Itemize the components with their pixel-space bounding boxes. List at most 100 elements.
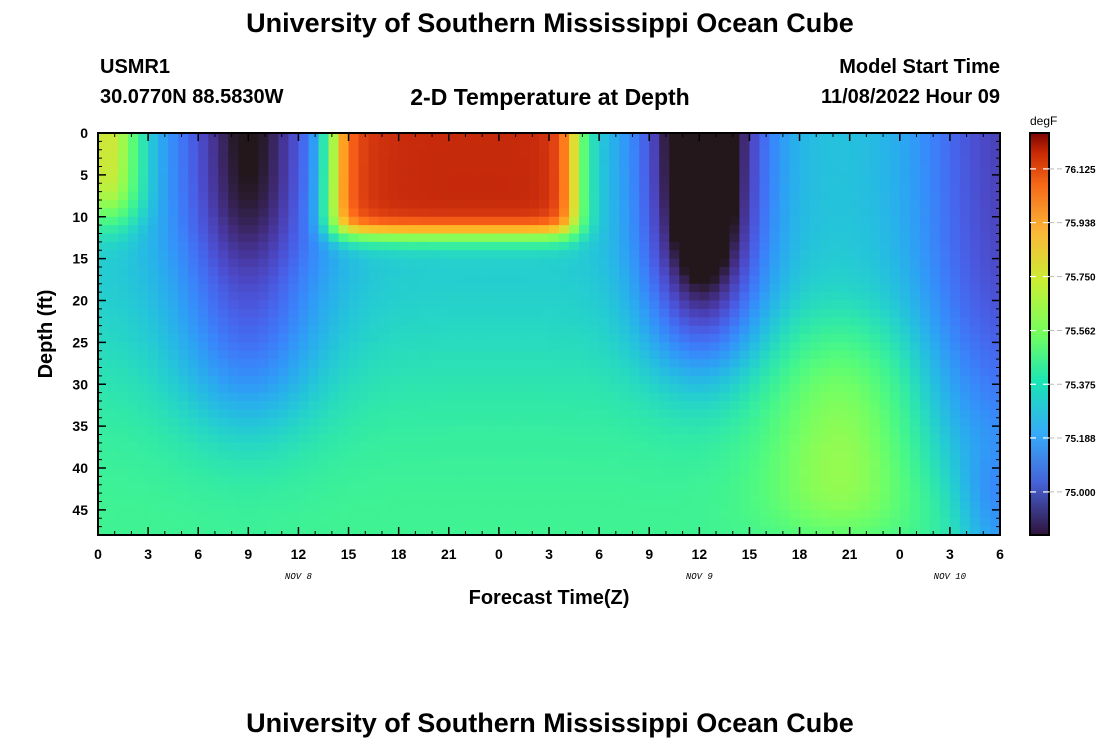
heatmap-cell	[258, 308, 269, 318]
heatmap-cell	[959, 166, 971, 176]
heatmap-cell	[338, 141, 350, 151]
heatmap-cell	[679, 342, 690, 352]
heatmap-cell	[919, 451, 931, 461]
heatmap-cell	[929, 300, 941, 310]
heatmap-cell	[749, 451, 761, 461]
heatmap-cell	[288, 375, 300, 385]
heatmap-cell	[589, 384, 600, 394]
heatmap-cell	[849, 174, 861, 184]
heatmap-cell	[879, 375, 891, 385]
heatmap-cell	[969, 367, 981, 377]
heatmap-cell	[308, 200, 320, 209]
heatmap-cell	[388, 275, 400, 285]
heatmap-cell	[198, 149, 209, 159]
x-tick-label: 3	[946, 546, 954, 562]
heatmap-cell	[749, 409, 761, 419]
heatmap-cell	[599, 191, 610, 201]
heatmap-cell	[679, 174, 690, 184]
heatmap-cell	[609, 375, 620, 385]
heatmap-cell	[268, 359, 279, 369]
heatmap-cell	[579, 191, 590, 201]
heatmap-cell	[148, 241, 159, 251]
heatmap-cell	[478, 484, 490, 494]
heatmap-cell	[789, 208, 801, 218]
heatmap-cell	[909, 267, 921, 276]
heatmap-cell	[358, 158, 370, 168]
heatmap-cell	[859, 359, 871, 369]
heatmap-cell	[228, 493, 239, 503]
heatmap-cell	[839, 158, 851, 168]
heatmap-cell	[208, 417, 219, 427]
heatmap-cell	[869, 183, 881, 193]
heatmap-cell	[108, 158, 119, 168]
heatmap-cell	[739, 191, 751, 201]
heatmap-cell	[198, 417, 209, 427]
heatmap-cell	[949, 334, 961, 343]
heatmap-cell	[158, 241, 169, 251]
heatmap-cell	[378, 292, 390, 302]
heatmap-cell	[278, 283, 290, 293]
heatmap-cell	[198, 158, 209, 168]
heatmap-cell	[308, 392, 320, 402]
heatmap-cell	[358, 133, 370, 142]
heatmap-cell	[739, 384, 751, 394]
heatmap-cell	[228, 183, 239, 193]
heatmap-cell	[619, 233, 630, 243]
heatmap-cell	[328, 442, 340, 452]
heatmap-cell	[268, 191, 279, 201]
heatmap-cell	[769, 208, 781, 218]
heatmap-cell	[889, 459, 901, 469]
heatmap-cell	[969, 350, 981, 360]
heatmap-cell	[589, 484, 600, 494]
heatmap-cell	[739, 183, 751, 193]
heatmap-cell	[118, 375, 129, 385]
heatmap-cell	[759, 417, 771, 427]
heatmap-cell	[759, 149, 771, 159]
heatmap-cell	[699, 133, 710, 142]
heatmap-cell	[649, 442, 660, 452]
heatmap-cell	[669, 392, 680, 402]
heatmap-cell	[328, 493, 340, 503]
heatmap-cell	[729, 342, 741, 352]
heatmap-cell	[589, 401, 600, 410]
heatmap-cell	[589, 241, 600, 251]
heatmap-cell	[629, 200, 640, 209]
heatmap-cell	[408, 325, 420, 335]
heatmap-cell	[328, 258, 340, 268]
heatmap-cell	[889, 367, 901, 377]
heatmap-cell	[388, 350, 400, 360]
heatmap-cell	[769, 493, 781, 503]
heatmap-cell	[398, 459, 410, 469]
heatmap-cell	[158, 166, 169, 176]
heatmap-cell	[609, 442, 620, 452]
heatmap-cell	[358, 275, 370, 285]
heatmap-cell	[418, 468, 430, 477]
heatmap-cell	[599, 359, 610, 369]
heatmap-cell	[348, 141, 360, 151]
heatmap-cell	[298, 241, 310, 251]
heatmap-cell	[518, 526, 530, 536]
heatmap-cell	[929, 359, 941, 369]
heatmap-cell	[689, 334, 700, 343]
heatmap-cell	[168, 434, 179, 444]
heatmap-cell	[689, 300, 700, 310]
heatmap-cell	[549, 509, 560, 519]
heatmap-cell	[398, 409, 410, 419]
heatmap-cell	[168, 417, 179, 427]
heatmap-cell	[458, 216, 470, 226]
heatmap-cell	[228, 509, 239, 519]
heatmap-cell	[258, 158, 269, 168]
heatmap-cell	[649, 174, 660, 184]
heatmap-cell	[448, 409, 460, 419]
heatmap-cell	[729, 484, 741, 494]
heatmap-cell	[849, 468, 861, 477]
heatmap-cell	[909, 426, 921, 436]
heatmap-cell	[478, 401, 490, 410]
heatmap-cell	[488, 409, 500, 419]
heatmap-cell	[418, 526, 430, 536]
heatmap-cell	[789, 233, 801, 243]
heatmap-cell	[619, 275, 630, 285]
heatmap-cell	[538, 442, 550, 452]
heatmap-cell	[639, 308, 650, 318]
heatmap-cell	[428, 451, 440, 461]
